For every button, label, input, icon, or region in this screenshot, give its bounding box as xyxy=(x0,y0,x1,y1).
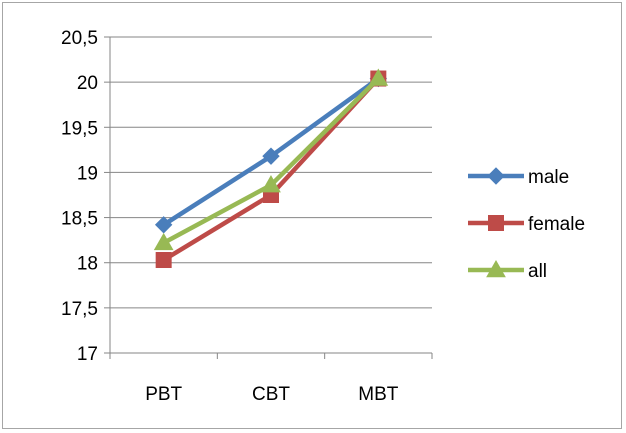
legend-label-male: male xyxy=(528,167,569,188)
data-point-all xyxy=(368,68,389,86)
x-tick-label: CBT xyxy=(252,384,290,405)
y-tick-label: 19,5 xyxy=(61,118,98,139)
legend-marker-all xyxy=(486,259,506,278)
x-tick-label: MBT xyxy=(358,384,399,405)
series-line-female xyxy=(162,77,380,262)
y-tick-label: 17 xyxy=(77,344,98,365)
x-tick-label: PBT xyxy=(145,384,182,405)
data-point-all xyxy=(153,232,174,251)
legend-label-female: female xyxy=(528,214,585,235)
y-tick-label: 17,5 xyxy=(61,299,98,320)
y-tick-label: 20,5 xyxy=(61,28,98,49)
legend-label-all: all xyxy=(528,261,547,282)
legend-marker-female xyxy=(488,215,504,231)
y-tick-label: 18,5 xyxy=(61,209,98,230)
y-tick-label: 18 xyxy=(77,254,98,275)
y-tick-label: 20 xyxy=(77,73,98,94)
data-point-all xyxy=(261,175,281,193)
data-point-male xyxy=(154,216,173,234)
y-tick-label: 19 xyxy=(77,163,98,184)
chart-frame xyxy=(2,2,622,429)
data-point-female xyxy=(155,252,172,269)
data-point-male xyxy=(262,147,280,165)
legend-marker-male xyxy=(487,167,505,185)
